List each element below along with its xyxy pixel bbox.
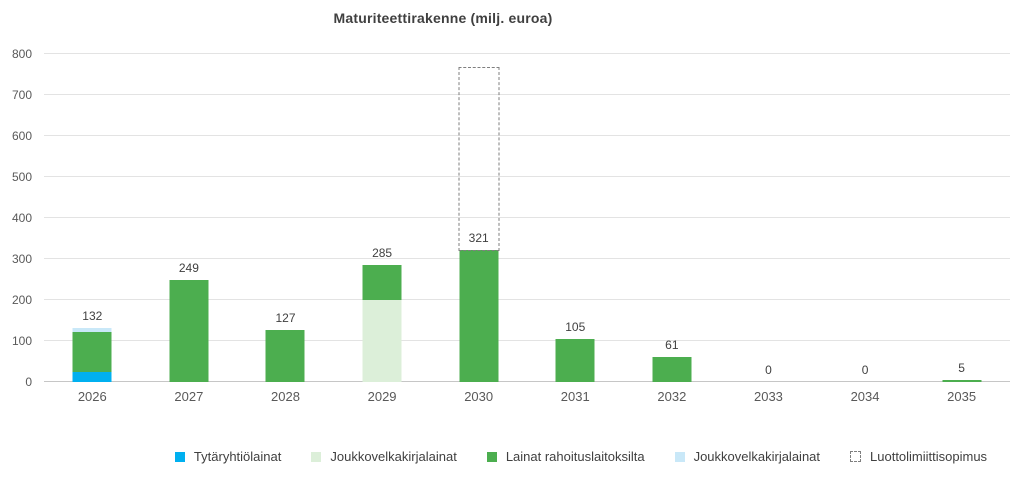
- y-tick-label-700: 700: [11, 88, 32, 102]
- legend-label: Tytäryhtiölainat: [193, 449, 282, 464]
- value-label-2026: 132: [82, 308, 103, 323]
- y-axis-labels: 0 100 200 300 400 500 600 700 800: [0, 47, 38, 389]
- bar-stack-2027: [169, 279, 209, 382]
- gridline-600: [44, 135, 1010, 136]
- y-tick-label-500: 500: [11, 170, 32, 184]
- x-tick-label-2028: 2028: [271, 389, 300, 404]
- bar-segment-2030: [459, 250, 499, 382]
- legend-label: Joukkovelkakirjalainat: [330, 449, 457, 464]
- chart-title: Maturiteettirakenne (milj. euroa): [333, 10, 553, 26]
- legend: Tytäryhtiölainat Joukkovelkakirjalainat …: [0, 449, 1024, 464]
- legend-label: Joukkovelkakirjalainat: [693, 449, 821, 464]
- x-axis-line: [44, 381, 1010, 382]
- legend-item-joukkovelkakirjalainat-blue: Joukkovelkakirjalainat: [674, 449, 821, 464]
- legend-item-luottolimiittisopimus: Luottolimiittisopimus: [850, 449, 987, 464]
- y-tick-label-600: 600: [11, 129, 32, 143]
- bar-segment-2035: [942, 379, 982, 382]
- bar-slot-2030: 321: [430, 54, 527, 382]
- y-tick-label-200: 200: [11, 293, 32, 307]
- x-tick-label-2035: 2035: [947, 389, 977, 404]
- x-tick-label-2030: 2030: [464, 389, 494, 404]
- bar-slot-2027: 249: [141, 54, 238, 382]
- bar-stack-2029: [362, 265, 402, 382]
- legend-swatch-pale-green: [311, 451, 322, 462]
- gridline-500: [44, 176, 1010, 177]
- bar-segment-2029: [362, 265, 402, 300]
- value-label-2034: 0: [861, 363, 869, 377]
- bar-slot-2029: 285: [334, 54, 431, 382]
- value-label-2027: 249: [178, 260, 199, 275]
- x-axis-labels: 2026 2027 2028 2029 2030 2031 2032 2033 2034 2035: [44, 389, 1010, 404]
- value-label-2028: 127: [275, 310, 296, 325]
- plot-area: 132 249 127 285 321 105 61 0 0 5: [44, 53, 1010, 382]
- y-tick-label-0: 0: [25, 375, 32, 389]
- y-tick-label-300: 300: [11, 252, 32, 266]
- legend-item-tytaryhtiolainat: Tytäryhtiölainat: [174, 449, 282, 464]
- x-tick-label-2033: 2033: [753, 389, 783, 404]
- x-tick-label-2027: 2027: [174, 389, 204, 404]
- bar-slot-2031: 105: [527, 54, 624, 382]
- bar-stack-2031: [555, 338, 595, 382]
- y-tick-label-400: 400: [11, 211, 32, 225]
- bar-segment-2026: [72, 371, 112, 382]
- gridline-300: [44, 258, 1010, 259]
- bar-slot-2033: 0: [720, 54, 817, 382]
- y-tick-label-800: 800: [11, 47, 32, 61]
- gridline-700: [44, 94, 1010, 95]
- gridline-200: [44, 299, 1010, 300]
- gridline-800: [44, 53, 1010, 54]
- value-label-2032: 61: [665, 338, 679, 352]
- legend-swatch-pale-blue: [674, 451, 685, 462]
- x-tick-label-2029: 2029: [367, 389, 397, 404]
- value-label-2031: 105: [565, 319, 586, 334]
- bar-slots: 132 249 127 285 321 105 61 0 0 5: [44, 54, 1010, 382]
- credit-limit-dashed-box-2030: [458, 66, 500, 252]
- bar-segment-2027: [169, 279, 209, 382]
- bar-slot-2026: 132: [44, 54, 141, 382]
- bar-stack-2035: [942, 379, 982, 382]
- value-label-2029: 285: [372, 246, 393, 261]
- bar-slot-2032: 61: [624, 54, 721, 382]
- x-tick-label-2034: 2034: [850, 389, 880, 404]
- legend-item-joukkovelkakirjalainat-green: Joukkovelkakirjalainat: [311, 449, 457, 464]
- bar-slot-2035: 5: [913, 54, 1010, 382]
- bar-slot-2034: 0: [817, 54, 914, 382]
- legend-item-lainat-rahoituslaitoksilta: Lainat rahoituslaitoksilta: [486, 449, 645, 464]
- legend-label: Luottolimiittisopimus: [870, 449, 988, 464]
- value-label-2033: 0: [765, 363, 772, 377]
- legend-swatch-blue: [174, 451, 185, 462]
- x-tick-label-2026: 2026: [77, 389, 107, 404]
- bar-slot-2028: 127: [237, 54, 334, 382]
- gridline-400: [44, 217, 1010, 218]
- bar-segment-2026: [72, 327, 112, 332]
- y-tick-label-100: 100: [11, 334, 32, 348]
- value-label-2035: 5: [958, 360, 965, 375]
- bar-segment-2028: [265, 329, 305, 382]
- bar-segment-2029: [362, 300, 402, 382]
- bar-segment-2026: [72, 331, 112, 372]
- legend-swatch-dashed-outline-icon: [850, 451, 862, 462]
- bar-stack-2032: [652, 357, 692, 382]
- legend-label: Lainat rahoituslaitoksilta: [505, 449, 645, 464]
- x-tick-label-2032: 2032: [657, 389, 687, 404]
- gridline-100: [44, 340, 1010, 341]
- value-label-2030: 321: [468, 231, 489, 246]
- bar-stack-2026: [72, 327, 112, 382]
- bar-segment-2032: [652, 357, 692, 382]
- x-tick-label-2031: 2031: [560, 389, 590, 404]
- bar-stack-2030: [459, 250, 499, 382]
- bar-stack-2028: [265, 329, 305, 382]
- legend-swatch-green: [486, 451, 497, 462]
- bar-segment-2031: [555, 338, 595, 382]
